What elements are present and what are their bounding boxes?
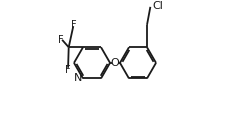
- Text: Cl: Cl: [152, 1, 163, 11]
- Text: F: F: [57, 35, 63, 45]
- Text: F: F: [71, 20, 77, 30]
- Text: O: O: [110, 58, 119, 68]
- Text: F: F: [64, 65, 70, 75]
- Text: N: N: [74, 74, 82, 84]
